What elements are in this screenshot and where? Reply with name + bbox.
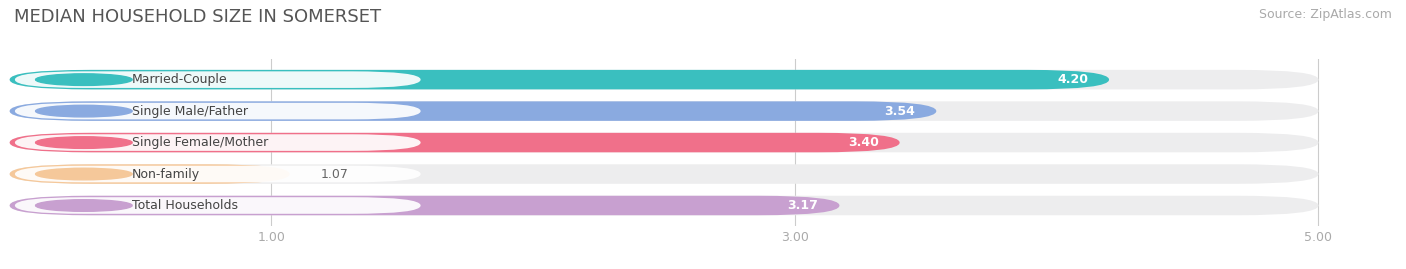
Circle shape bbox=[35, 168, 132, 180]
Text: MEDIAN HOUSEHOLD SIZE IN SOMERSET: MEDIAN HOUSEHOLD SIZE IN SOMERSET bbox=[14, 8, 381, 26]
FancyBboxPatch shape bbox=[10, 101, 936, 121]
FancyBboxPatch shape bbox=[15, 197, 420, 214]
Circle shape bbox=[35, 74, 132, 86]
FancyBboxPatch shape bbox=[15, 166, 420, 182]
FancyBboxPatch shape bbox=[10, 164, 1319, 184]
Text: Non-family: Non-family bbox=[132, 168, 200, 180]
FancyBboxPatch shape bbox=[15, 71, 420, 88]
FancyBboxPatch shape bbox=[10, 101, 1319, 121]
FancyBboxPatch shape bbox=[10, 196, 1319, 215]
FancyBboxPatch shape bbox=[15, 103, 420, 119]
Text: Single Female/Mother: Single Female/Mother bbox=[132, 136, 269, 149]
Text: Single Male/Father: Single Male/Father bbox=[132, 105, 247, 118]
Text: Total Households: Total Households bbox=[132, 199, 238, 212]
Text: 3.54: 3.54 bbox=[884, 105, 915, 118]
FancyBboxPatch shape bbox=[10, 133, 900, 152]
FancyBboxPatch shape bbox=[10, 70, 1109, 89]
FancyBboxPatch shape bbox=[10, 196, 839, 215]
Text: Married-Couple: Married-Couple bbox=[132, 73, 228, 86]
FancyBboxPatch shape bbox=[15, 134, 420, 151]
Circle shape bbox=[35, 105, 132, 117]
Text: 3.17: 3.17 bbox=[787, 199, 818, 212]
Circle shape bbox=[35, 200, 132, 211]
FancyBboxPatch shape bbox=[10, 164, 290, 184]
Text: Source: ZipAtlas.com: Source: ZipAtlas.com bbox=[1258, 8, 1392, 21]
Text: 3.40: 3.40 bbox=[848, 136, 879, 149]
Text: 1.07: 1.07 bbox=[321, 168, 349, 180]
Circle shape bbox=[35, 137, 132, 148]
FancyBboxPatch shape bbox=[10, 133, 1319, 152]
FancyBboxPatch shape bbox=[10, 70, 1319, 89]
Text: 4.20: 4.20 bbox=[1057, 73, 1088, 86]
